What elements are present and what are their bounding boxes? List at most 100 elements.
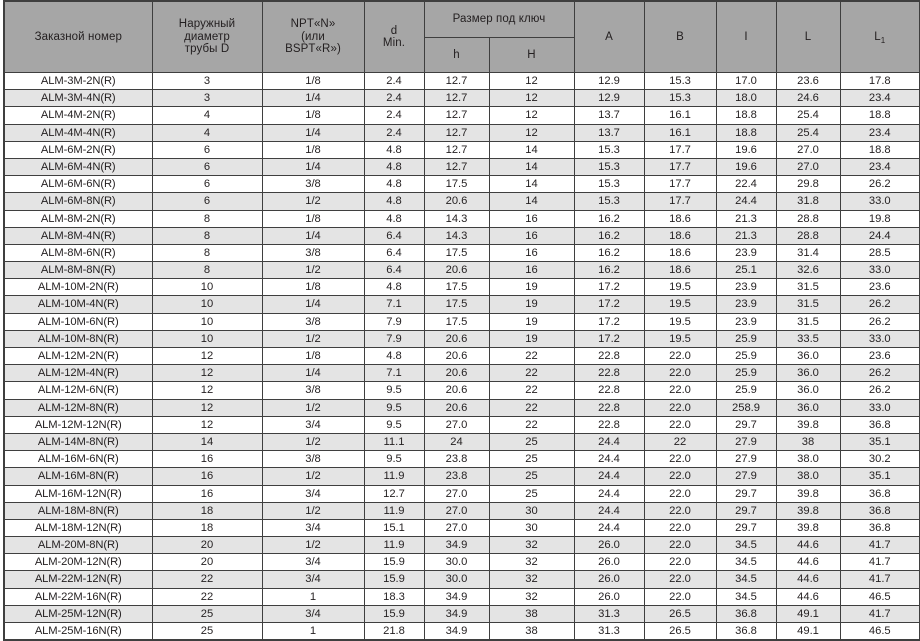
cell-l1: 33.0 xyxy=(839,261,920,280)
cell-npt-n-bspt-r-: 3/8 xyxy=(261,450,365,469)
cell-b: 22.0 xyxy=(643,364,717,383)
table-row: ALM-10M-8N(R) 10 1/2 7.9 20.6 19 17.2 19.5 25.9 3… xyxy=(3,329,920,349)
cell-h: 19 xyxy=(488,295,575,314)
cell-h: 12 xyxy=(488,89,575,108)
cell-l: 39.8 xyxy=(775,518,841,538)
cell--d: 6 xyxy=(151,175,263,194)
cell-h: 12 xyxy=(488,123,575,142)
cell-i: 27.9 xyxy=(715,467,777,486)
cell--d: 12 xyxy=(151,364,263,383)
cell--d: 4 xyxy=(151,123,263,142)
cell-h: 25 xyxy=(488,432,575,452)
cell-order-number: ALM-25M-12N(R) xyxy=(3,604,153,624)
cell-l1: 18.8 xyxy=(839,140,920,159)
cell-l1: 33.0 xyxy=(839,329,920,349)
cell-a: 24.4 xyxy=(573,467,645,486)
table-row: ALM-6M-8N(R) 6 1/2 4.8 20.6 14 15.3 17.7 24.4 31.… xyxy=(3,192,920,211)
header-row-sub: h H xyxy=(4,37,920,73)
cell-d-min-: 15.9 xyxy=(363,553,425,572)
table-row: ALM-10M-4N(R) 10 1/4 7.1 17.5 19 17.2 19.5 23.9 3… xyxy=(3,295,920,314)
cell-h: 17.5 xyxy=(423,243,490,263)
cell-h: 14.3 xyxy=(423,226,490,245)
cell-a: 22.8 xyxy=(573,346,645,366)
cell-d-min-: 6.4 xyxy=(363,226,425,245)
cell-l: 33.5 xyxy=(775,329,841,349)
cell-l1: 17.8 xyxy=(839,71,920,91)
cell--d: 22 xyxy=(151,587,263,606)
cell-npt-n-bspt-r-: 1/4 xyxy=(261,226,365,245)
table-row: ALM-18M-8N(R) 18 1/2 11.9 27.0 30 24.4 22.0 29.7… xyxy=(3,501,920,520)
cell-i: 258.9 xyxy=(715,398,777,417)
cell-npt-n-bspt-r-: 1/4 xyxy=(261,89,365,108)
cell-d-min-: 15.9 xyxy=(363,570,425,589)
specification-table: Заказной номер Наружный диаметр трубы D … xyxy=(3,0,920,641)
cell-npt-n-bspt-r-: 1/2 xyxy=(261,432,365,452)
cell-h: 17.5 xyxy=(423,312,490,331)
cell-order-number: ALM-16M-8N(R) xyxy=(3,467,153,486)
table-row: ALM-4M-4N(R) 4 1/4 2.4 12.7 12 13.7 16.1 18.8 25.… xyxy=(3,123,920,142)
cell-h: 14.3 xyxy=(423,209,490,228)
cell-h: 20.6 xyxy=(423,381,490,400)
cell-order-number: ALM-14M-8N(R) xyxy=(3,432,153,452)
cell-b: 18.6 xyxy=(643,226,717,245)
cell-i: 19.6 xyxy=(715,140,777,159)
cell-i: 34.5 xyxy=(715,553,777,572)
table-row: ALM-16M-6N(R) 16 3/8 9.5 23.8 25 24.4 22.0 27.9 3… xyxy=(3,450,920,469)
cell-d-min-: 2.4 xyxy=(363,106,425,125)
cell-l1: 41.7 xyxy=(839,604,920,624)
table-row: ALM-8M-6N(R) 8 3/8 6.4 17.5 16 16.2 18.6 23.9 31.… xyxy=(3,243,920,263)
cell-h: 27.0 xyxy=(423,415,490,434)
cell-h: 16 xyxy=(488,209,575,228)
cell-a: 17.2 xyxy=(573,329,645,349)
table-row: ALM-12M-4N(R) 12 1/4 7.1 20.6 22 22.8 22.0 25.9 3… xyxy=(3,364,920,383)
cell-h: 16 xyxy=(488,261,575,280)
cell-h: 22 xyxy=(488,364,575,383)
cell-l: 24.6 xyxy=(775,89,841,108)
cell-npt-n-bspt-r-: 1/2 xyxy=(261,467,365,486)
table-row: ALM-25M-12N(R) 25 3/4 15.9 34.9 38 31.3 26.5 36.… xyxy=(3,604,920,624)
cell-l1: 36.8 xyxy=(839,518,920,538)
cell-h: 22 xyxy=(488,415,575,434)
cell-h: 12.7 xyxy=(423,89,490,108)
table-row: ALM-12M-8N(R) 12 1/2 9.5 20.6 22 22.8 22.0 258.9… xyxy=(3,398,920,417)
cell-b: 22 xyxy=(643,432,717,452)
cell-b: 22.0 xyxy=(643,415,717,434)
cell-b: 17.7 xyxy=(643,175,717,194)
cell-l1: 35.1 xyxy=(839,467,920,486)
cell-h: 30 xyxy=(488,518,575,538)
table-row: ALM-8M-4N(R) 8 1/4 6.4 14.3 16 16.2 18.6 21.3 28.… xyxy=(3,226,920,245)
cell-a: 22.8 xyxy=(573,364,645,383)
cell-i: 29.7 xyxy=(715,415,777,434)
cell-d-min-: 21.8 xyxy=(363,622,425,641)
cell-h: 12.7 xyxy=(423,123,490,142)
cell-npt-n-bspt-r-: 3/4 xyxy=(261,415,365,434)
cell-l1: 33.0 xyxy=(839,398,920,417)
cell-h: 38 xyxy=(488,604,575,624)
cell-d-min-: 2.4 xyxy=(363,71,425,91)
table-header: Заказной номер Наружный диаметр трубы D … xyxy=(3,0,920,73)
cell-d-min-: 4.8 xyxy=(363,157,425,177)
cell-order-number: ALM-22M-16N(R) xyxy=(3,587,153,606)
cell-i: 19.6 xyxy=(715,157,777,177)
cell-i: 24.4 xyxy=(715,192,777,211)
cell-h: 14 xyxy=(488,192,575,211)
cell-h: 23.8 xyxy=(423,467,490,486)
table-row: ALM-20M-8N(R) 20 1/2 11.9 34.9 32 26.0 22.0 34.5… xyxy=(3,536,920,555)
cell-l1: 36.8 xyxy=(839,415,920,434)
cell-i: 23.9 xyxy=(715,295,777,314)
cell-a: 24.4 xyxy=(573,518,645,538)
cell-h: 25 xyxy=(488,484,575,503)
cell-d-min-: 4.8 xyxy=(363,278,425,297)
cell-h: 19 xyxy=(488,312,575,331)
table-row: ALM-6M-6N(R) 6 3/8 4.8 17.5 14 15.3 17.7 22.4 29.… xyxy=(3,175,920,194)
table-row: ALM-3M-4N(R) 3 1/4 2.4 12.7 12 12.9 15.3 18.0 24.… xyxy=(3,89,920,108)
table-row: ALM-22M-12N(R) 22 3/4 15.9 30.0 32 26.0 22.0 34.… xyxy=(3,570,920,589)
cell-d-min-: 7.1 xyxy=(363,364,425,383)
cell-b: 22.0 xyxy=(643,501,717,520)
cell-l: 31.4 xyxy=(775,243,841,263)
cell-i: 34.5 xyxy=(715,570,777,589)
table-row: ALM-4M-2N(R) 4 1/8 2.4 12.7 12 13.7 16.1 18.8 25.… xyxy=(3,106,920,125)
cell-order-number: ALM-10M-8N(R) xyxy=(3,329,153,349)
table-row: ALM-16M-12N(R) 16 3/4 12.7 27.0 25 24.4 22.0 29.… xyxy=(3,484,920,503)
cell-npt-n-bspt-r-: 1/2 xyxy=(261,261,365,280)
